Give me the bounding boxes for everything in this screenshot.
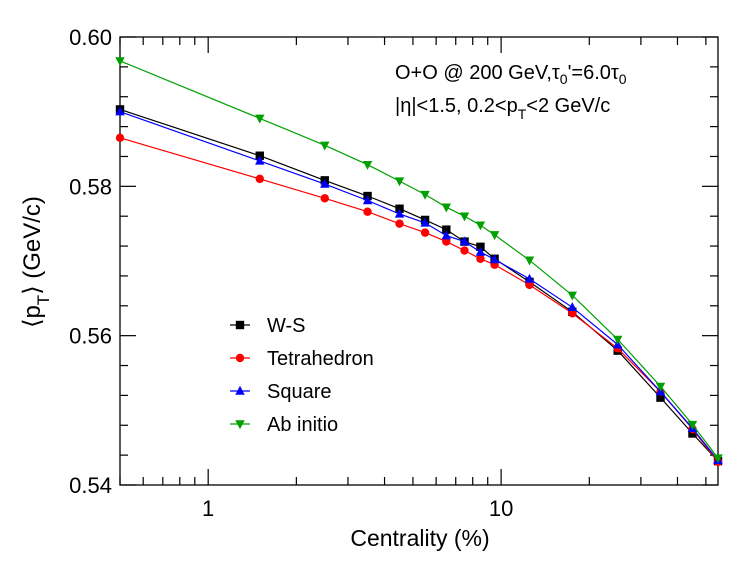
series-tetrahedron [115, 133, 723, 467]
data-point-ab-initio [489, 231, 500, 241]
y-tick-label: 0.58 [69, 174, 112, 199]
x-tick-label: 10 [489, 496, 513, 521]
series-line-square [119, 111, 719, 461]
annotation-collision-system: O+O @ 200 GeV,τ0'=6.0τ0 [395, 62, 627, 87]
series-line-ab-initio [119, 60, 719, 459]
data-point-ab-initio [362, 160, 373, 170]
data-point-tetrahedron [320, 194, 329, 203]
data-point-ab-initio [420, 190, 430, 200]
data-point-ab-initio [524, 256, 535, 266]
data-point-square [489, 254, 500, 264]
data-point-tetrahedron [442, 237, 451, 246]
data-point-w-s [395, 204, 404, 213]
legend-item-ab-initio: Ab initio [230, 414, 338, 436]
data-point-ab-initio [115, 57, 125, 67]
data-point-w-s [688, 429, 697, 438]
data-point-ab-initio [713, 454, 723, 464]
data-point-square [475, 246, 486, 256]
data-point-square [420, 217, 430, 227]
x-tick-label: 1 [202, 496, 214, 521]
data-point-tetrahedron [395, 219, 404, 228]
data-point-tetrahedron [363, 207, 372, 216]
data-point-square [567, 302, 578, 311]
data-point-square [115, 106, 125, 116]
legend-label: Tetrahedron [267, 348, 374, 370]
legend-marker [235, 385, 245, 395]
data-point-ab-initio [394, 177, 405, 187]
data-point-ab-initio [441, 203, 452, 213]
data-point-square [255, 155, 265, 165]
series-layer [115, 57, 723, 467]
legend: W-S Tetrahedron Square Ab initio [230, 315, 374, 436]
series-line-w-s [119, 108, 719, 462]
data-point-ab-initio [255, 114, 265, 124]
data-point-w-s [476, 242, 485, 252]
data-point-square [394, 208, 405, 218]
series-ab-initio [115, 57, 723, 464]
legend-label: W-S [267, 315, 306, 337]
data-point-w-s [656, 393, 665, 402]
data-point-square [459, 236, 470, 246]
axis-tick-labels: 1 10 0.54 0.56 0.58 0.60 [69, 25, 513, 521]
series-square [115, 106, 723, 465]
y-axis-label: ⟨pT⟩ (GeV/c) [19, 196, 53, 328]
y-tick-label: 0.60 [69, 25, 112, 50]
data-point-square [441, 230, 452, 240]
data-point-ab-initio [475, 221, 486, 231]
data-point-tetrahedron [476, 254, 485, 263]
legend-marker [235, 353, 245, 363]
data-point-tetrahedron [525, 280, 534, 290]
data-point-square [524, 273, 535, 283]
data-point-square [362, 195, 373, 205]
y-tick-label: 0.56 [69, 324, 112, 349]
series-w-s [115, 105, 723, 466]
data-point-square [320, 178, 330, 188]
data-point-w-s [442, 225, 451, 234]
legend-label: Ab initio [267, 414, 338, 436]
y-tick-label: 0.54 [69, 473, 112, 498]
x-axis-label: Centrality (%) [350, 525, 489, 551]
data-point-w-s [255, 151, 264, 160]
legend-item-w-s: W-S [230, 315, 306, 337]
data-point-ab-initio [320, 141, 330, 151]
data-point-ab-initio [612, 335, 623, 345]
legend-item-tetrahedron: Tetrahedron [230, 348, 374, 370]
data-point-tetrahedron [420, 228, 430, 237]
data-point-ab-initio [567, 291, 578, 301]
annotation-kinematic-cuts: |η|<1.5, 0.2<pT<2 GeV/c [395, 95, 610, 122]
legend-marker [235, 420, 245, 430]
data-point-tetrahedron [115, 133, 125, 142]
plot-frame [119, 36, 719, 486]
series-line-tetrahedron [119, 137, 719, 463]
data-point-tetrahedron [255, 174, 264, 184]
legend-item-square: Square [230, 381, 332, 403]
legend-marker [235, 320, 245, 330]
data-point-ab-initio [459, 212, 470, 222]
data-point-tetrahedron [460, 246, 469, 255]
data-point-ab-initio [655, 382, 666, 392]
axis-ticks [119, 36, 718, 486]
data-point-ab-initio [687, 420, 698, 430]
legend-label: Square [267, 381, 332, 403]
data-point-tetrahedron [568, 309, 577, 318]
